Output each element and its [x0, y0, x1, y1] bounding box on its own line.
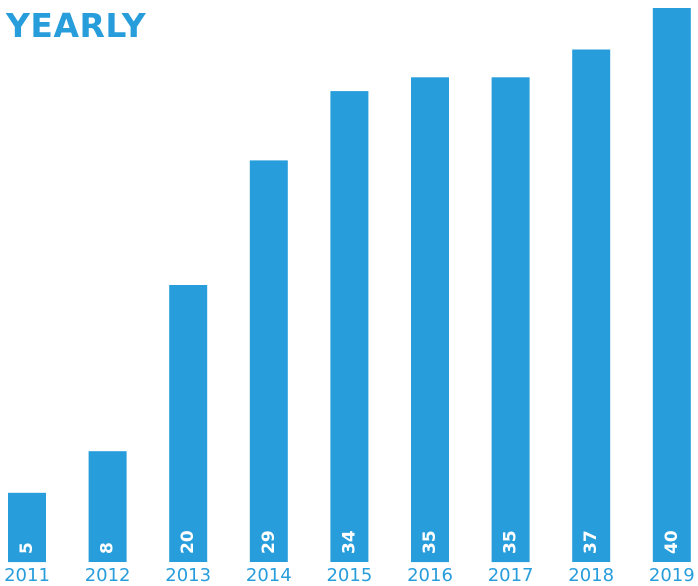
bar-value-label-2015: 34: [339, 530, 359, 554]
chart-title: YEARLY: [6, 6, 147, 45]
x-tick-label-2012: 2012: [85, 565, 131, 586]
bar-2017: [491, 77, 530, 563]
x-tick-label-2015: 2015: [326, 565, 372, 586]
bar-value-label-2011: 5: [17, 542, 37, 554]
bar-value-label-2016: 35: [420, 530, 440, 554]
bars-group: [8, 8, 691, 563]
x-axis-tick-labels: 2011 2012 2013 2014 2015 2016 2017 2018 2019: [4, 565, 695, 586]
bar-2018: [572, 49, 611, 562]
bar-2013: [169, 285, 208, 562]
x-tick-label-2019: 2019: [649, 565, 695, 586]
bar-2011: [8, 492, 46, 563]
bar-2019: [652, 8, 691, 562]
x-tick-label-2017: 2017: [488, 565, 534, 586]
bar-value-label-2017: 35: [501, 530, 521, 554]
bar-2012: [88, 451, 127, 562]
value-labels-group: 5 8 20 29 34 35 35 37 40: [17, 530, 682, 554]
x-tick-label-2014: 2014: [246, 565, 292, 586]
bar-2016: [411, 77, 449, 563]
bar-value-label-2018: 37: [581, 530, 601, 554]
bar-2014: [249, 160, 288, 562]
bar-2015: [330, 91, 369, 562]
bar-value-label-2014: 29: [259, 530, 279, 554]
bar-value-label-2012: 8: [98, 542, 118, 554]
x-tick-label-2011: 2011: [4, 565, 50, 586]
bar-value-label-2019: 40: [662, 530, 682, 554]
x-tick-label-2013: 2013: [165, 565, 211, 586]
x-tick-label-2016: 2016: [407, 565, 453, 586]
x-tick-label-2018: 2018: [568, 565, 614, 586]
bar-value-label-2013: 20: [178, 530, 198, 554]
